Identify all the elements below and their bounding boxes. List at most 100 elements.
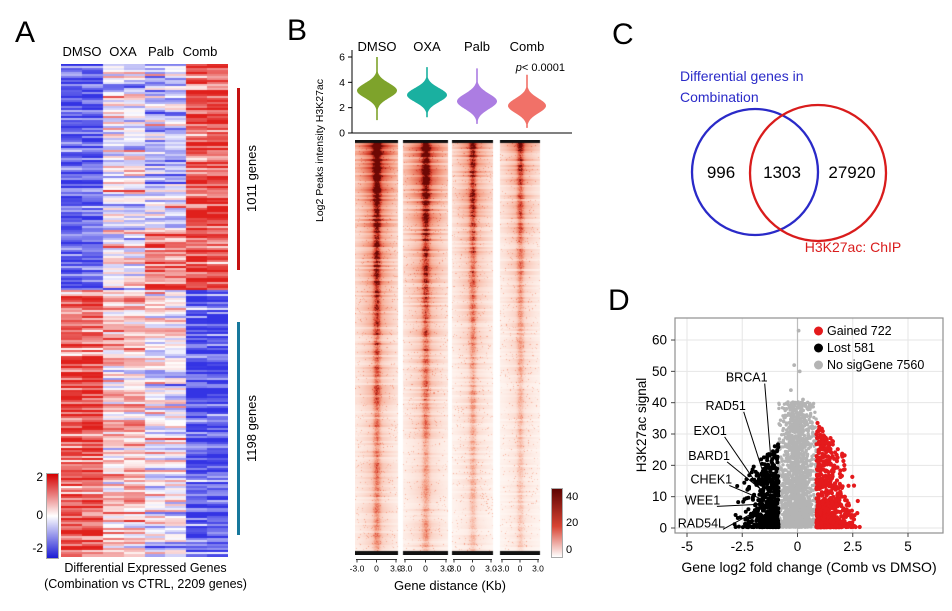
point-lost bbox=[773, 498, 778, 503]
violin-dmso bbox=[357, 57, 397, 121]
point-lost bbox=[766, 498, 771, 503]
venn-circle-chip bbox=[748, 103, 888, 243]
volcano-plot-border bbox=[674, 317, 944, 534]
gene-label: EXO1 bbox=[694, 424, 727, 438]
panel-d-letter: D bbox=[608, 284, 630, 317]
point-lost bbox=[755, 471, 760, 476]
point-nosig bbox=[811, 509, 815, 514]
heatmap-col-label-dmso: DMSO bbox=[62, 44, 102, 59]
point-nosig bbox=[805, 413, 809, 417]
point-nosig bbox=[800, 525, 804, 529]
point-nosig bbox=[800, 452, 804, 457]
point-lost bbox=[735, 484, 740, 488]
distance-axis-tick-label: -3.0 bbox=[495, 564, 510, 574]
gene-label: BRCA1 bbox=[726, 371, 768, 385]
point-nosig bbox=[798, 435, 802, 439]
venn-blue-label-line2: Combination bbox=[680, 89, 759, 105]
point-nosig bbox=[796, 513, 800, 517]
venn-count-blue-only: 996 bbox=[707, 163, 735, 182]
point-nosig bbox=[789, 417, 794, 421]
point-nosig bbox=[781, 426, 786, 431]
point-nosig bbox=[804, 493, 809, 497]
point-nosig bbox=[799, 512, 803, 516]
distance-axis-tick-label: -3.0 bbox=[447, 564, 462, 574]
y-tick-label: 10 bbox=[652, 489, 667, 504]
point-lost bbox=[749, 524, 754, 529]
point-lost bbox=[776, 522, 780, 527]
panel-b-letter: B bbox=[287, 14, 308, 47]
point-nosig bbox=[797, 464, 802, 468]
point-gained bbox=[814, 432, 819, 437]
point-nosig bbox=[795, 465, 799, 470]
point-nosig bbox=[794, 436, 799, 440]
point-gained bbox=[823, 524, 828, 529]
legend-label: Lost 581 bbox=[827, 341, 875, 355]
violin-pvalue: p< 0.0001 bbox=[495, 62, 565, 74]
point-nosig bbox=[809, 464, 813, 468]
point-gained bbox=[841, 458, 846, 464]
point-nosig bbox=[791, 480, 795, 484]
point-lost bbox=[733, 525, 738, 529]
point-nosig bbox=[781, 463, 785, 467]
point-nosig bbox=[780, 506, 784, 510]
point-nosig bbox=[801, 427, 805, 431]
point-nosig bbox=[784, 511, 788, 515]
point-nosig bbox=[785, 459, 790, 464]
point-nosig bbox=[808, 436, 812, 440]
point-nosig bbox=[808, 501, 812, 506]
point-nosig bbox=[797, 460, 802, 464]
point-nosig bbox=[783, 473, 787, 477]
point-nosig bbox=[802, 518, 807, 522]
point-nosig bbox=[808, 407, 812, 411]
x-tick-label: 5 bbox=[904, 539, 912, 554]
point-gained bbox=[826, 441, 832, 446]
point-gained bbox=[821, 474, 827, 479]
point-nosig bbox=[792, 407, 796, 411]
point-gained bbox=[834, 478, 840, 483]
point-nosig bbox=[784, 421, 789, 425]
panel-c-letter: C bbox=[612, 18, 634, 51]
point-nosig bbox=[783, 459, 787, 463]
point-nosig bbox=[777, 401, 781, 405]
point-gained bbox=[842, 463, 847, 468]
point-nosig bbox=[784, 428, 789, 432]
point-gained bbox=[820, 440, 825, 445]
point-gained bbox=[817, 486, 822, 491]
point-gained bbox=[820, 451, 825, 456]
point-nosig bbox=[796, 497, 801, 501]
point-nosig bbox=[792, 425, 796, 429]
distance-axis-tick-label: 0 bbox=[470, 564, 475, 574]
point-nosig bbox=[808, 471, 812, 476]
point-nosig bbox=[782, 506, 787, 510]
point-lost bbox=[746, 495, 751, 500]
point-nosig bbox=[784, 503, 788, 508]
point-gained bbox=[855, 510, 860, 516]
point-gained bbox=[826, 473, 832, 478]
point-lost bbox=[765, 525, 770, 530]
point-nosig bbox=[809, 420, 814, 424]
x-tick-label: 0 bbox=[794, 539, 802, 554]
distance-axis-tick-label: 3.0 bbox=[485, 564, 497, 574]
point-nosig bbox=[794, 509, 799, 513]
point-nosig bbox=[790, 423, 794, 427]
point-nosig bbox=[784, 515, 788, 519]
volcano-y-axis-label: H3K27ac signal bbox=[634, 378, 649, 473]
point-nosig bbox=[790, 496, 795, 501]
point-nosig bbox=[807, 490, 811, 494]
gene-point bbox=[759, 488, 765, 493]
point-gained bbox=[826, 445, 831, 450]
point-gained bbox=[838, 520, 843, 525]
venn-red-label: H3K27ac: ChIP bbox=[805, 239, 902, 255]
point-gained bbox=[841, 518, 846, 523]
point-nosig bbox=[790, 438, 794, 442]
point-gained bbox=[816, 492, 821, 497]
point-nosig bbox=[801, 419, 805, 423]
point-gained bbox=[837, 481, 842, 486]
point-gained bbox=[828, 496, 833, 501]
point-gained bbox=[827, 458, 832, 463]
point-lost bbox=[748, 515, 753, 520]
venn-circle-combination bbox=[690, 107, 820, 237]
point-gained bbox=[830, 439, 835, 444]
point-nosig bbox=[804, 420, 809, 424]
